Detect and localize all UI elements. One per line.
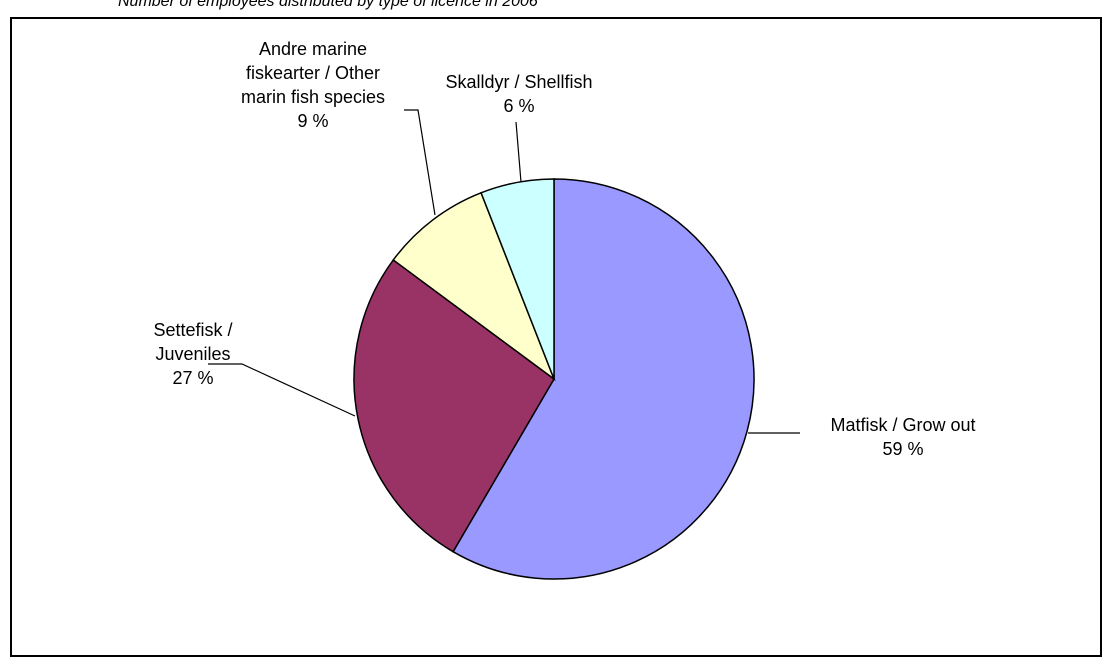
slice-label-line: fiskearter / Other <box>246 63 380 83</box>
slice-label-line: Andre marine <box>259 39 367 59</box>
pie-slice-2 <box>392 191 556 382</box>
pie-slice-1 <box>353 258 555 553</box>
leader-line-1 <box>208 363 356 417</box>
slice-label-line: 9 % <box>297 111 328 131</box>
pie-slice-3 <box>480 178 555 380</box>
chart-caption: Number of employees distributed by type … <box>118 0 538 10</box>
slice-label-line: marin fish species <box>241 87 385 107</box>
slice-label-2: Andre marine fiskearter / Other marin fish… <box>241 39 385 131</box>
slice-label-line: 59 % <box>882 439 923 459</box>
slice-label-3: Skalldyr / Shellfish 6 % <box>445 72 592 116</box>
slice-label-line: Settefisk / <box>153 320 232 340</box>
slice-label-line: Matfisk / Grow out <box>830 415 975 435</box>
leader-line-3 <box>515 121 522 183</box>
slice-label-line: 6 % <box>503 96 534 116</box>
slice-label-line: 27 % <box>172 368 213 388</box>
slice-label-0: Matfisk / Grow out 59 % <box>830 415 975 459</box>
slice-label-line: Skalldyr / Shellfish <box>445 72 592 92</box>
leader-line-2 <box>404 109 436 216</box>
slice-label-1: Settefisk / Juveniles 27 % <box>153 320 232 388</box>
pie-slice-0 <box>452 178 755 580</box>
slice-label-line: Juveniles <box>155 344 230 364</box>
